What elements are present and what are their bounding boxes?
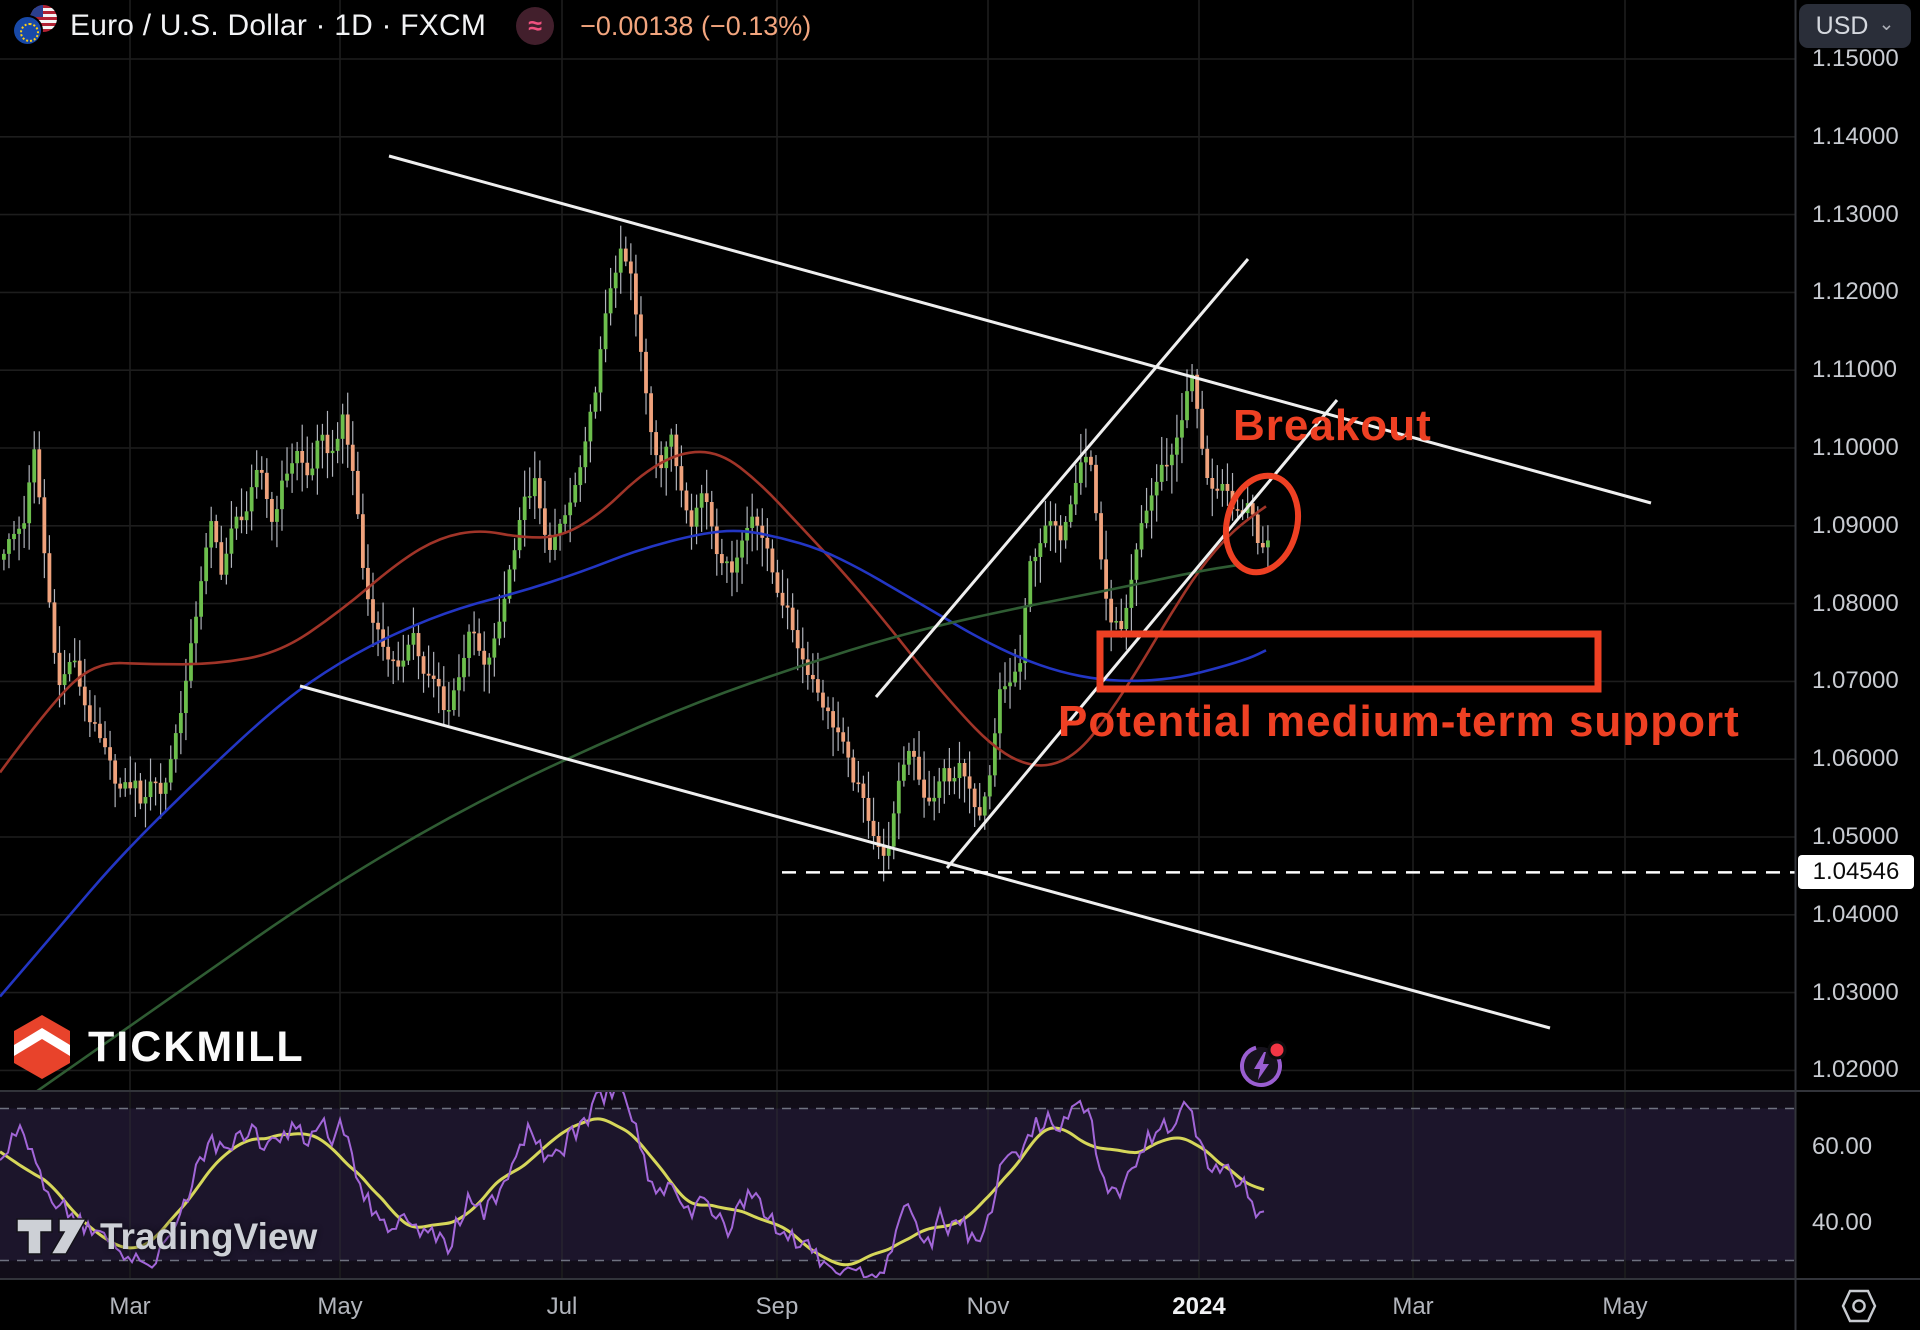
time-tick-label: May [317, 1293, 363, 1320]
tickmill-watermark: TICKMILL [12, 1014, 305, 1080]
tickmill-logo-icon [14, 1015, 70, 1079]
price-tick-label: 1.14000 [1812, 122, 1899, 150]
descending-channel-lower[interactable] [299, 684, 1551, 1030]
chevron-down-icon: ⌄ [1878, 13, 1895, 35]
candlestick-series [2, 225, 1270, 882]
price-tick-label: 1.02000 [1812, 1056, 1899, 1084]
time-tick-label: Nov [966, 1293, 1010, 1320]
breakout-annotation-text: Breakout [1233, 401, 1432, 450]
chart-header: Euro / U.S. Dollar · 1D · FXCM ≈ −0.0013… [10, 4, 811, 48]
tradingview-logo-text: TradingView [100, 1216, 318, 1257]
price-tick-label: 1.04000 [1812, 900, 1899, 928]
price-tick-label: 1.07000 [1812, 667, 1899, 695]
ma-mid-blue-line[interactable] [0, 529, 1267, 998]
rsi-tick-label: 40.00 [1812, 1208, 1873, 1236]
support-zone-rectangle[interactable] [1096, 630, 1602, 693]
time-tick-label: Mar [1392, 1293, 1434, 1320]
price-change-text: −0.00138 (−0.13%) [580, 10, 812, 41]
flash-refresh-icon[interactable] [1236, 1038, 1288, 1090]
rsi-pane-background [0, 1092, 1795, 1278]
time-tick-label: Sep [755, 1293, 799, 1320]
rsi-tick-label: 60.00 [1812, 1132, 1873, 1160]
eu-flag-icon [14, 17, 41, 44]
eurusd-flag-icon [10, 4, 60, 48]
time-tick-label: May [1602, 1293, 1648, 1320]
currency-selector-label: USD [1815, 11, 1869, 40]
symbol-title[interactable]: Euro / U.S. Dollar · 1D · FXCM [70, 9, 487, 42]
ma-slow-green-line[interactable] [0, 563, 1241, 1117]
price-tick-label: 1.15000 [1812, 45, 1899, 72]
tradingview-logo-icon [16, 1218, 88, 1255]
price-tick-label: 1.11000 [1812, 356, 1897, 384]
price-tick-label: 1.12000 [1812, 278, 1899, 306]
settings-hexagon-icon[interactable] [1840, 1288, 1878, 1324]
breakout-circle[interactable] [1216, 468, 1308, 580]
rsi-ma-line[interactable] [0, 1117, 1265, 1267]
support-annotation-text: Potential medium-term support [1058, 697, 1740, 746]
rsi-line[interactable] [0, 1086, 1265, 1278]
price-tick-label: 1.13000 [1812, 200, 1899, 228]
tradingview-logo[interactable]: TradingView [16, 1216, 317, 1258]
price-tick-label: 1.08000 [1812, 589, 1899, 617]
descending-channel-upper[interactable] [388, 154, 1652, 505]
time-tick-label: Jul [546, 1293, 578, 1320]
grid-lines [0, 0, 1795, 1278]
price-tick-label: 1.10000 [1812, 434, 1899, 461]
ma-fast-red-line[interactable] [0, 450, 1267, 774]
price-tick-label: 1.05000 [1812, 823, 1899, 850]
currency-selector-button[interactable]: USD ⌄ [1799, 4, 1911, 48]
time-tick-label: 2024 [1172, 1293, 1226, 1320]
ascending-channel-upper[interactable] [874, 258, 1250, 698]
approx-market-status-icon[interactable]: ≈ [516, 7, 555, 45]
price-tick-label: 1.03000 [1812, 978, 1899, 1006]
time-tick-label: Mar [109, 1293, 151, 1320]
price-tick-label: 1.09000 [1812, 511, 1899, 539]
horizontal-line-price-label: 1.04546 [1798, 855, 1914, 890]
price-tick-label: 1.06000 [1812, 745, 1899, 773]
tickmill-logo-text: TICKMILL [88, 1022, 305, 1071]
